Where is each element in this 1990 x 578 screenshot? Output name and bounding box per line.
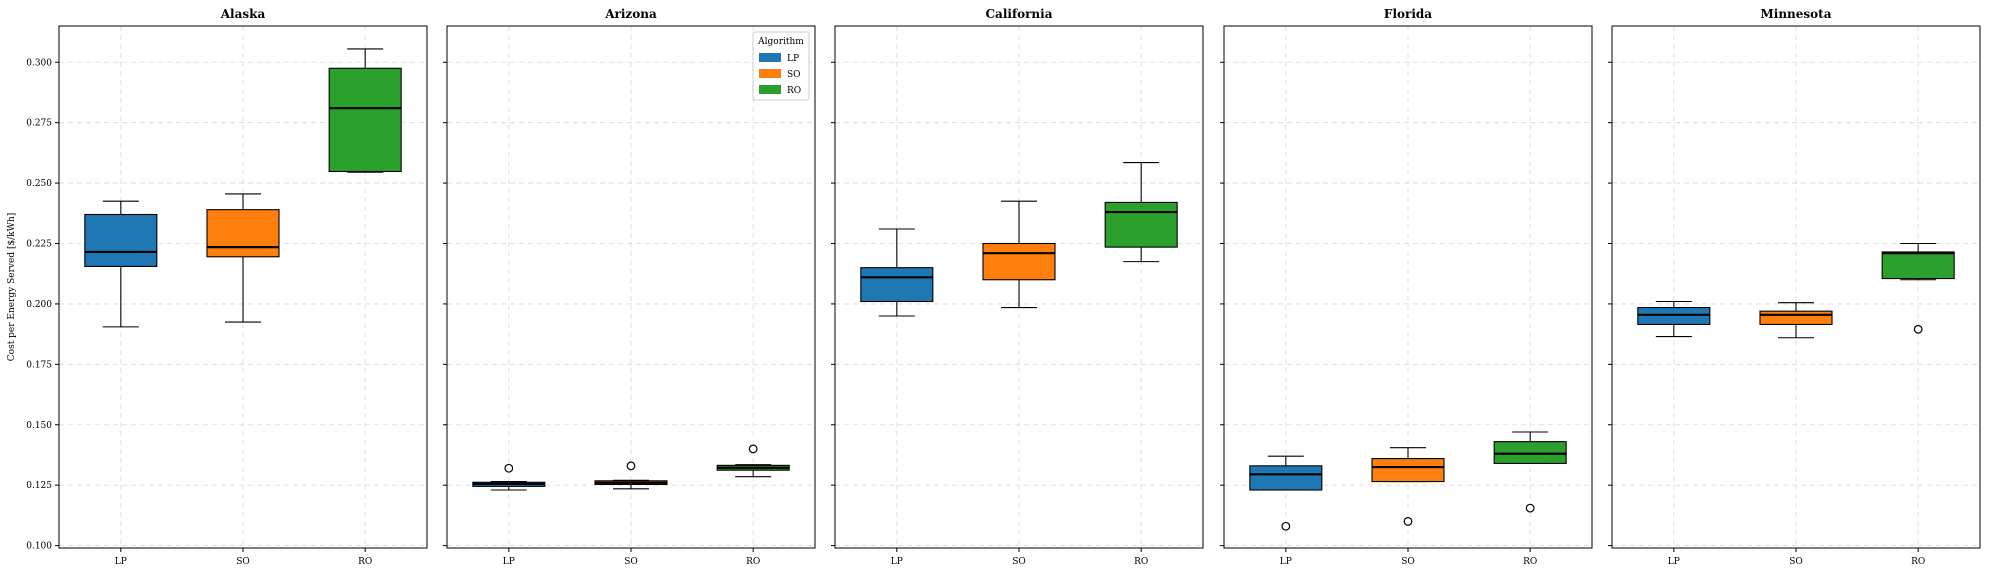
box-iqr bbox=[860, 267, 934, 303]
legend-swatch bbox=[759, 53, 781, 62]
legend: Algorithm LP SO RO bbox=[752, 31, 810, 101]
panel-title: Minnesota bbox=[1760, 7, 1831, 21]
box-california-ro bbox=[1104, 161, 1178, 263]
legend-entry: RO bbox=[787, 86, 801, 96]
box-minnesota-so bbox=[1759, 302, 1833, 339]
chart-panels: 0.100 0.125 0.150 0.175 0.200 0.225 0.250 0.275… bbox=[26, 7, 1981, 567]
panel-california: LP SO RO California bbox=[831, 7, 1204, 567]
x-tick-label: SO bbox=[624, 557, 638, 567]
box-alaska-so bbox=[206, 193, 280, 323]
panel-alaska: 0.100 0.125 0.150 0.175 0.200 0.225 0.250 0.275… bbox=[26, 7, 428, 567]
outlier-point bbox=[1525, 503, 1535, 513]
panel-frame bbox=[58, 25, 428, 549]
y-tick-label: 0.250 bbox=[26, 179, 52, 189]
x-tick-label: LP bbox=[891, 557, 903, 567]
box-iqr bbox=[328, 67, 402, 173]
outlier-point bbox=[1913, 324, 1923, 334]
box-minnesota-lp bbox=[1637, 300, 1711, 338]
panel-minnesota: LP SO RO Minnesota bbox=[1608, 7, 1981, 567]
x-tick-label: RO bbox=[746, 557, 760, 567]
box-minnesota-ro bbox=[1881, 242, 1955, 334]
y-tick-label: 0.300 bbox=[26, 58, 52, 68]
outlier-point bbox=[626, 461, 636, 471]
y-tick-label: 0.125 bbox=[26, 481, 52, 491]
x-tick-label: RO bbox=[1911, 557, 1925, 567]
box-iqr bbox=[1371, 458, 1445, 483]
legend-title: Algorithm bbox=[757, 37, 804, 47]
box-florida-ro bbox=[1493, 431, 1567, 513]
legend-entry: LP bbox=[787, 54, 799, 64]
y-axis-label: Cost per Energy Served [$/kWh] bbox=[7, 213, 17, 361]
panel-title: Florida bbox=[1384, 7, 1432, 21]
panel-florida: LP SO RO Florida bbox=[1220, 7, 1593, 567]
x-tick-label: RO bbox=[1134, 557, 1148, 567]
box-iqr bbox=[1637, 306, 1711, 326]
panel-frame bbox=[1223, 25, 1593, 549]
y-tick-label: 0.175 bbox=[26, 360, 52, 370]
outlier-point bbox=[1403, 517, 1413, 526]
panel-title: Arizona bbox=[604, 7, 657, 21]
x-tick-label: SO bbox=[1789, 557, 1803, 567]
x-tick-label: SO bbox=[236, 557, 250, 567]
box-iqr bbox=[1493, 441, 1567, 464]
x-tick-label: SO bbox=[1401, 557, 1415, 567]
box-arizona-lp bbox=[472, 463, 546, 491]
box-iqr bbox=[1104, 201, 1178, 248]
panel-arizona: LP SO RO Arizona Algorithm LP SO RO bbox=[443, 7, 816, 567]
panel-title: Alaska bbox=[220, 7, 266, 21]
x-tick-label: LP bbox=[1280, 557, 1292, 567]
legend-frame bbox=[752, 31, 810, 101]
legend-entry: SO bbox=[787, 70, 801, 80]
box-iqr bbox=[1759, 310, 1833, 326]
panel-frame bbox=[1611, 25, 1981, 549]
y-tick-label: 0.100 bbox=[26, 542, 52, 552]
y-tick-label: 0.150 bbox=[26, 421, 52, 431]
box-california-lp bbox=[860, 228, 934, 317]
box-iqr bbox=[1249, 465, 1323, 491]
outlier-point bbox=[748, 444, 758, 454]
x-tick-label: RO bbox=[1523, 557, 1537, 567]
box-alaska-ro bbox=[328, 48, 402, 173]
box-iqr bbox=[84, 213, 158, 268]
box-arizona-ro bbox=[716, 444, 790, 478]
y-tick-label: 0.200 bbox=[26, 300, 52, 310]
box-florida-lp bbox=[1249, 455, 1323, 531]
x-tick-label: LP bbox=[115, 557, 127, 567]
legend-swatch bbox=[759, 85, 781, 94]
panel-title: California bbox=[986, 7, 1053, 21]
x-tick-label: RO bbox=[358, 557, 372, 567]
panel-frame bbox=[834, 25, 1204, 549]
y-tick-label: 0.225 bbox=[26, 240, 52, 250]
x-tick-label: LP bbox=[1668, 557, 1680, 567]
box-iqr bbox=[206, 209, 280, 258]
panel-frame bbox=[446, 25, 816, 549]
box-california-so bbox=[982, 200, 1056, 309]
x-tick-label: LP bbox=[503, 557, 515, 567]
outlier-point bbox=[1281, 521, 1291, 531]
legend-swatch bbox=[759, 69, 781, 78]
box-iqr bbox=[1881, 251, 1955, 280]
box-arizona-so bbox=[594, 461, 668, 490]
y-tick-label: 0.275 bbox=[26, 119, 52, 129]
box-iqr bbox=[982, 242, 1056, 281]
outlier-point bbox=[504, 463, 514, 473]
box-florida-so bbox=[1371, 447, 1445, 526]
x-tick-label: SO bbox=[1012, 557, 1026, 567]
box-alaska-lp bbox=[84, 200, 158, 328]
